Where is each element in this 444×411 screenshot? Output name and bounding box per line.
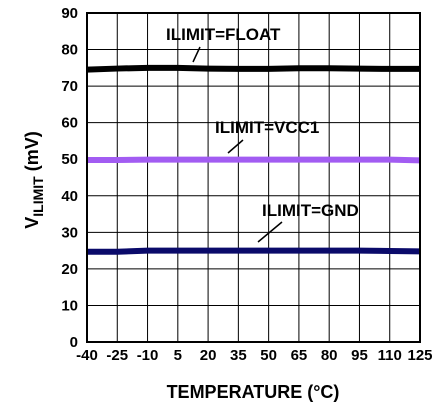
y-tick-label: 0 — [70, 334, 78, 351]
y-tick-label: 40 — [61, 188, 78, 205]
y-tick-label: 10 — [61, 297, 78, 314]
x-tick-label: -10 — [137, 347, 159, 364]
series-line-ilimit-vcc1 — [87, 156, 421, 164]
y-axis-title-main: V — [22, 217, 42, 229]
x-tick-label: 80 — [321, 347, 338, 364]
x-tick-label: 65 — [291, 347, 308, 364]
y-tick-label: 80 — [61, 42, 78, 59]
y-tick-label: 30 — [61, 224, 78, 241]
x-axis-title: TEMPERATURE (°C) — [167, 382, 340, 402]
x-tick-label: 35 — [230, 347, 247, 364]
series-label-ilimit-vcc1: ILIMIT=VCC1 — [215, 118, 319, 137]
y-tick-label: 60 — [61, 115, 78, 132]
x-tick-label: -40 — [76, 347, 98, 364]
grid — [86, 12, 421, 343]
series-leader-ilimit-gnd — [257, 221, 283, 243]
x-tick-label: 125 — [407, 347, 432, 364]
y-tick-label: 50 — [61, 151, 78, 168]
y-tick-label: 70 — [61, 78, 78, 95]
plot-frame — [86, 12, 421, 343]
series-lines — [86, 64, 421, 255]
series-labels: ILIMIT=FLOAT ILIMIT=VCC1 ILIMIT=GND — [166, 25, 359, 243]
series-line-ilimit-gnd — [87, 247, 421, 255]
x-tick-label: 95 — [351, 347, 368, 364]
y-axis-title-unit: (mV) — [22, 131, 42, 176]
series-leader-ilimit-vcc1 — [227, 139, 244, 154]
x-tick-label: 50 — [260, 347, 277, 364]
tick-labels: -40 -25 -10 5 20 35 50 65 80 95 110 125 0 10 20 30 40 50 6… — [61, 5, 432, 364]
series-label-ilimit-gnd: ILIMIT=GND — [262, 201, 359, 220]
series-label-ilimit-float: ILIMIT=FLOAT — [166, 25, 281, 44]
x-tick-label: 110 — [378, 347, 402, 364]
y-tick-label: 90 — [61, 5, 78, 22]
x-tick-label: -25 — [106, 347, 128, 364]
series-leader-ilimit-float — [192, 46, 201, 63]
y-tick-label: 20 — [61, 261, 78, 278]
x-tick-label: 5 — [174, 347, 182, 364]
x-tick-label: 20 — [200, 347, 217, 364]
series-line-ilimit-float — [86, 64, 420, 73]
y-axis-title-subscript: ILIMIT — [30, 176, 46, 217]
y-axis-title: VILIMIT (mV) — [22, 131, 46, 228]
